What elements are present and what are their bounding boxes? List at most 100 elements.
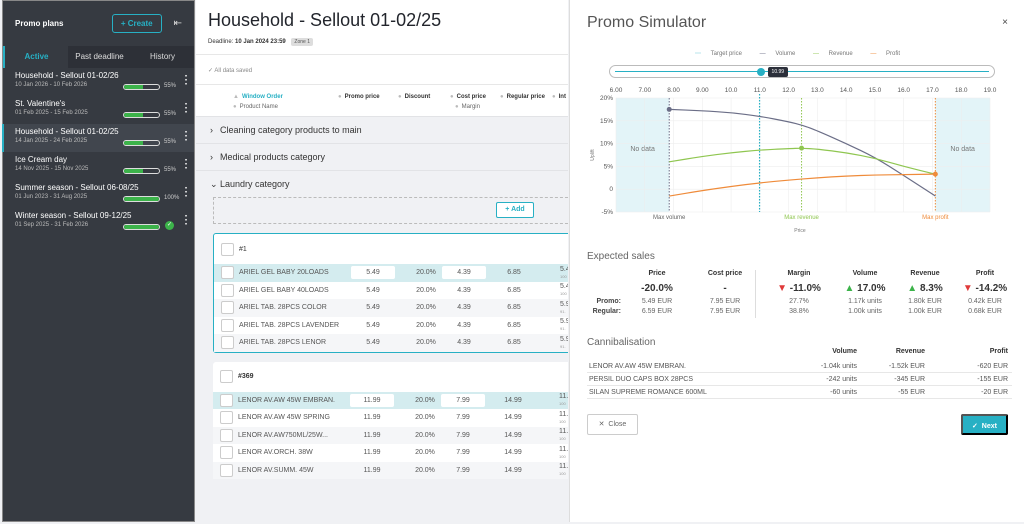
more-menu-icon[interactable]: · · · bbox=[184, 183, 188, 202]
cost-price-cell[interactable]: 4.39 bbox=[442, 266, 486, 280]
sort-window-order[interactable]: ▲ Window Order bbox=[233, 94, 283, 100]
plan-item[interactable]: Winter season - Sellout 09-12/25 01 Sep … bbox=[3, 208, 194, 236]
group-rows: LENOR AV.AW 45W EMBRAN. 11.99 20.0% 7.99… bbox=[213, 391, 568, 479]
sort-margin[interactable]: ● Margin bbox=[455, 104, 480, 110]
x-axis-label: Price bbox=[794, 228, 806, 234]
discount-cell: 20.0% bbox=[416, 269, 436, 277]
sort-promo-price[interactable]: ● Promo price bbox=[338, 94, 380, 100]
int-cell: 11. 100 bbox=[559, 411, 568, 425]
cost-price-cell[interactable]: 7.99 bbox=[456, 414, 470, 422]
price-slider[interactable]: 10.99 bbox=[609, 65, 995, 78]
cost-price-cell[interactable]: 4.39 bbox=[457, 304, 471, 312]
more-menu-icon[interactable]: · · · bbox=[184, 71, 188, 90]
row-checkbox[interactable] bbox=[220, 428, 233, 442]
create-button[interactable]: + Create bbox=[111, 14, 162, 33]
promo-price-cell[interactable]: 11.99 bbox=[363, 414, 381, 422]
col-regular-price: Regular price bbox=[506, 94, 545, 100]
more-menu-icon[interactable]: · · · bbox=[184, 211, 188, 230]
promo-price-cell[interactable]: 5.49 bbox=[366, 286, 380, 294]
plan-item[interactable]: Summer season - Sellout 06-08/25 01 Jun … bbox=[3, 180, 194, 208]
cost-price-cell[interactable]: 4.39 bbox=[457, 339, 471, 347]
plan-item[interactable]: Household - Sellout 01-02/25 14 Jan 2025… bbox=[2, 124, 194, 152]
row-checkbox[interactable] bbox=[221, 318, 234, 332]
row-checkbox[interactable] bbox=[220, 393, 233, 407]
regular-price-cell: 14.99 bbox=[504, 449, 522, 457]
table-row[interactable]: ARIEL TAB. 28PCS COLOR 5.49 20.0% 4.39 6… bbox=[214, 299, 568, 317]
group-checkbox[interactable] bbox=[221, 242, 234, 256]
discount-cell: 20.0% bbox=[415, 449, 435, 457]
table-row[interactable]: LENOR AV.AW750ML/25W... 11.99 20.0% 7.99… bbox=[213, 426, 568, 444]
plan-item[interactable]: Ice Cream day 14 Nov 2025 - 15 Nov 2025 … bbox=[3, 152, 194, 180]
promo-price-cell[interactable]: 5.49 bbox=[351, 266, 395, 280]
cost-price-cell[interactable]: 4.39 bbox=[457, 321, 471, 329]
regular-price-cell: 6.85 bbox=[507, 339, 521, 347]
row-checkbox[interactable] bbox=[220, 411, 233, 425]
slider-handle[interactable] bbox=[756, 68, 765, 76]
group-id: #1 bbox=[239, 245, 247, 253]
product-name: LENOR AV.AW 45W EMBRAN. bbox=[238, 396, 335, 404]
row-checkbox[interactable] bbox=[221, 283, 234, 297]
plan-item[interactable]: Household - Sellout 01-02/26 10 Jan 2026… bbox=[3, 68, 194, 96]
promo-price-cell[interactable]: 11.99 bbox=[363, 466, 381, 474]
series-line-volume bbox=[669, 108, 936, 197]
cost-price-cell[interactable]: 4.39 bbox=[457, 286, 471, 294]
close-icon[interactable]: × bbox=[1002, 17, 1008, 28]
more-menu-icon[interactable]: · · · bbox=[184, 99, 188, 118]
plan-name: Household - Sellout 01-02/26 bbox=[15, 71, 119, 80]
slider-track bbox=[615, 71, 989, 72]
chevron-right-icon: › bbox=[210, 125, 213, 135]
table-row[interactable]: LENOR AV.AW 45W SPRING 11.99 20.0% 7.99 … bbox=[213, 409, 568, 427]
sort-product-name[interactable]: ● Product Name bbox=[233, 104, 278, 110]
tab-history[interactable]: History bbox=[131, 46, 194, 68]
table-row[interactable]: ARIEL TAB. 28PCS LAVENDER 5.49 20.0% 4.3… bbox=[214, 317, 568, 335]
sort-cost-price[interactable]: ● Cost price bbox=[450, 94, 486, 100]
category-medical[interactable]: › Medical products category bbox=[196, 143, 568, 170]
legend-profit: — Profit bbox=[866, 51, 904, 57]
row-checkbox[interactable] bbox=[221, 301, 234, 315]
tab-active[interactable]: Active bbox=[3, 46, 68, 68]
collapse-sidebar-icon[interactable]: ⇤ bbox=[173, 18, 182, 29]
more-menu-icon[interactable]: · · · bbox=[184, 155, 188, 174]
plan-item[interactable]: St. Valentine's 01 Feb 2025 - 15 Feb 202… bbox=[3, 96, 194, 124]
category-cleaning[interactable]: › Cleaning category products to main bbox=[196, 116, 568, 143]
table-row[interactable]: ARIEL GEL BABY 40LOADS 5.49 20.0% 4.39 6… bbox=[214, 282, 568, 300]
sort-discount[interactable]: ● Discount bbox=[398, 94, 430, 100]
row-checkbox[interactable] bbox=[221, 266, 234, 280]
es-change-value: - bbox=[723, 283, 727, 294]
next-button[interactable]: ✓ Next bbox=[961, 414, 1008, 435]
plan-list: Household - Sellout 01-02/26 10 Jan 2026… bbox=[2, 68, 194, 236]
promo-price-cell[interactable]: 5.49 bbox=[366, 321, 380, 329]
promo-price-cell[interactable]: 11.99 bbox=[363, 449, 381, 457]
cost-price-cell[interactable]: 7.99 bbox=[456, 431, 470, 439]
table-row[interactable]: ARIEL GEL BABY 20LOADS 5.49 20.0% 4.39 6… bbox=[214, 264, 568, 282]
row-checkbox[interactable] bbox=[220, 463, 233, 477]
cost-price-cell[interactable]: 7.99 bbox=[456, 466, 470, 474]
cost-price-cell[interactable]: 7.99 bbox=[441, 393, 485, 407]
table-row[interactable]: ARIEL TAB. 28PCS LENOR 5.49 20.0% 4.39 6… bbox=[214, 334, 568, 352]
table-row[interactable]: LENOR AV.AW 45W EMBRAN. 11.99 20.0% 7.99… bbox=[213, 391, 568, 409]
category-laundry[interactable]: ⌄ Laundry category bbox=[196, 170, 568, 197]
table-row[interactable]: LENOR AV.ORCH. 38W 11.99 20.0% 7.99 14.9… bbox=[213, 444, 568, 462]
close-button[interactable]: ✕ Close bbox=[587, 414, 638, 435]
tab-past-deadline[interactable]: Past deadline bbox=[68, 46, 131, 68]
legend-revenue: — Revenue bbox=[809, 51, 857, 57]
promo-price-cell[interactable]: 11.99 bbox=[350, 393, 394, 407]
profit-value: -20 EUR bbox=[981, 389, 1008, 396]
add-button[interactable]: + Add bbox=[496, 202, 534, 218]
row-checkbox[interactable] bbox=[221, 336, 234, 350]
plan-progress-bar bbox=[123, 196, 160, 202]
promo-price-cell[interactable]: 5.49 bbox=[366, 304, 380, 312]
promo-price-cell[interactable]: 5.49 bbox=[366, 339, 380, 347]
int-value: 5.9 bbox=[560, 300, 568, 308]
promo-price-cell[interactable]: 11.99 bbox=[363, 431, 381, 439]
more-menu-icon[interactable]: · · · bbox=[184, 127, 188, 146]
sort-int[interactable]: ● Int bbox=[552, 94, 566, 100]
group-checkbox[interactable] bbox=[220, 370, 233, 383]
regular-price-cell: 6.85 bbox=[507, 304, 521, 312]
sort-regular-price[interactable]: ● Regular price bbox=[500, 94, 545, 100]
table-row[interactable]: LENOR AV.SUMM. 45W 11.99 20.0% 7.99 14.9… bbox=[213, 461, 568, 479]
cost-price-cell[interactable]: 7.99 bbox=[456, 449, 470, 457]
row-checkbox[interactable] bbox=[220, 446, 233, 460]
product-name: LENOR AV.ORCH. 38W bbox=[238, 449, 313, 457]
